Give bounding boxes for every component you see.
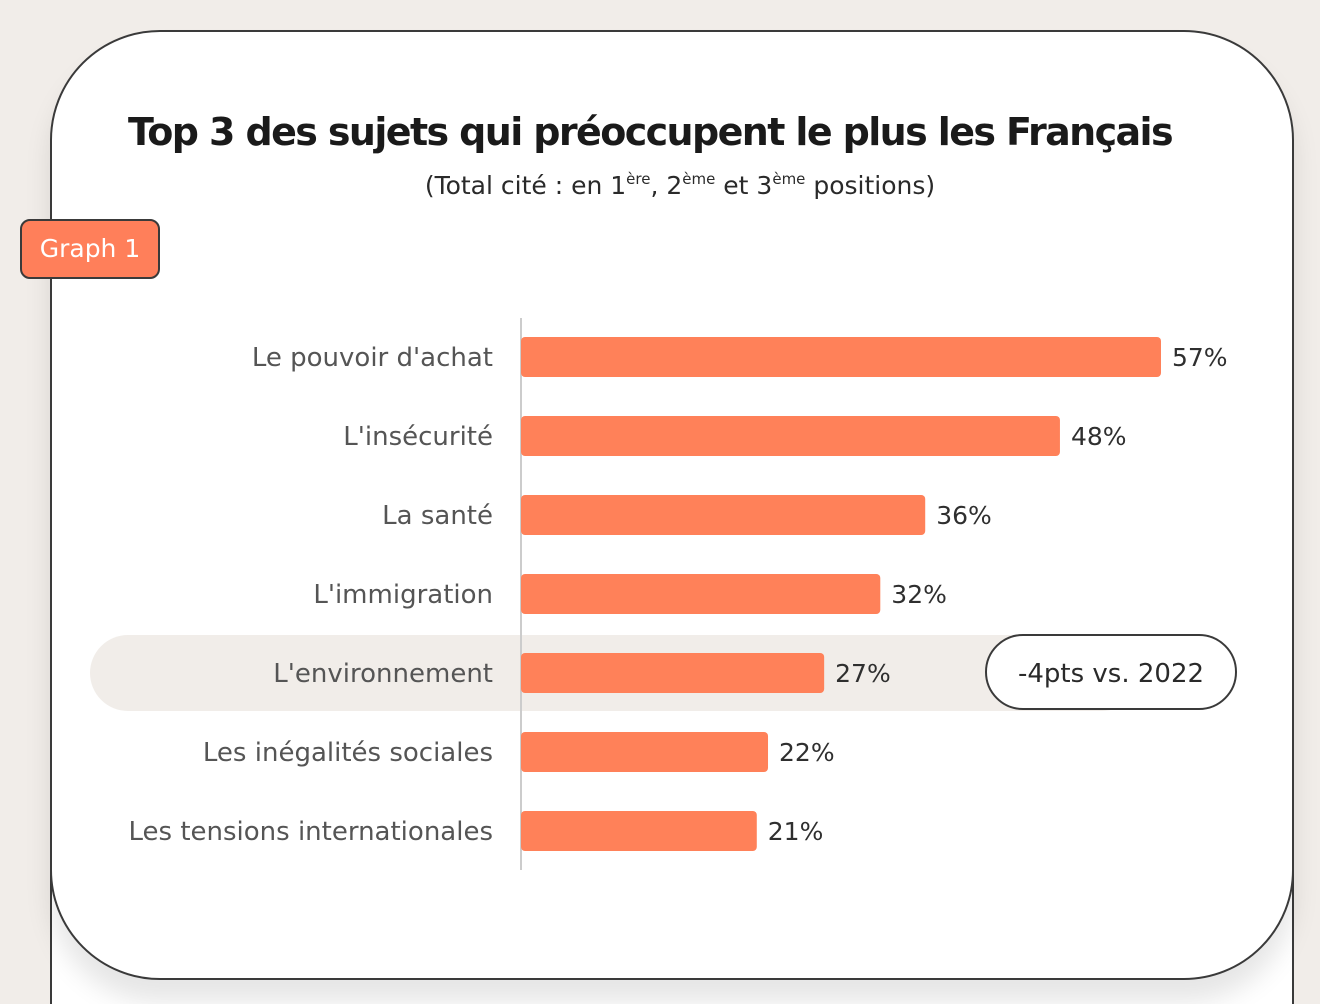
value-label: 57% <box>1172 343 1228 372</box>
category-label: L'insécurité <box>343 422 493 452</box>
bar <box>521 416 1060 456</box>
subtitle-text: , 2 <box>650 171 683 200</box>
value-label: 48% <box>1071 422 1127 451</box>
subtitle-text: et 3 <box>715 171 773 200</box>
bar <box>521 337 1161 377</box>
category-label: L'immigration <box>313 580 493 610</box>
chart-subtitle: (Total cité : en 1ère, 2ème et 3ème posi… <box>80 170 1280 200</box>
annotation-text: -4pts vs. 2022 <box>1018 659 1204 689</box>
bar <box>521 811 757 851</box>
annotation-pill-shape <box>985 634 1237 710</box>
graph-badge: Graph 1 <box>20 219 160 279</box>
subtitle-superscript: ère <box>626 170 651 188</box>
subtitle-superscript: ème <box>682 170 716 188</box>
bar <box>521 732 769 772</box>
annotation-pill: -4pts vs. 2022 <box>985 634 1237 710</box>
category-label: Les tensions internationales <box>128 817 493 847</box>
category-label: Le pouvoir d'achat <box>252 343 493 373</box>
category-label: Les inégalités sociales <box>203 738 493 768</box>
bar <box>521 653 825 693</box>
category-label: La santé <box>382 501 493 531</box>
value-label: 36% <box>936 501 992 530</box>
subtitle-text: positions) <box>805 171 936 200</box>
value-label: 22% <box>779 738 835 767</box>
subtitle-superscript: ème <box>772 170 806 188</box>
value-label: 32% <box>891 580 947 609</box>
category-label: L'environnement <box>273 659 493 689</box>
chart-title: Top 3 des sujets qui préoccupent le plus… <box>127 110 1174 154</box>
value-label: 27% <box>835 659 891 688</box>
bar <box>521 495 926 535</box>
value-label: 21% <box>768 817 824 846</box>
bar <box>521 574 881 614</box>
subtitle-text: (Total cité : en 1 <box>424 171 627 200</box>
